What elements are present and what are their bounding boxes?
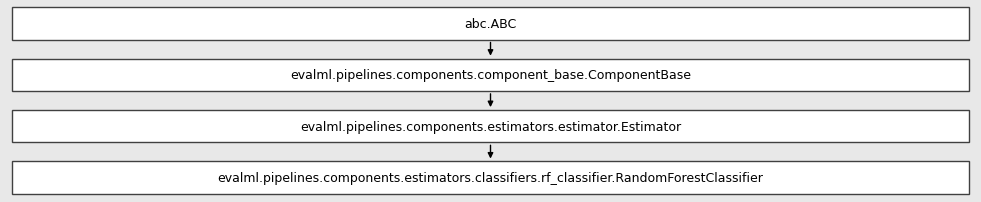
Text: evalml.pipelines.components.estimators.estimator.Estimator: evalml.pipelines.components.estimators.e… [300,120,681,133]
Text: evalml.pipelines.components.component_base.ComponentBase: evalml.pipelines.components.component_ba… [290,69,691,82]
Bar [12,8,969,40]
Bar [12,162,969,194]
Text: abc.ABC: abc.ABC [464,18,517,31]
Text: evalml.pipelines.components.estimators.classifiers.rf_classifier.RandomForestCla: evalml.pipelines.components.estimators.c… [218,171,763,184]
Bar [12,59,969,92]
Bar [12,110,969,143]
